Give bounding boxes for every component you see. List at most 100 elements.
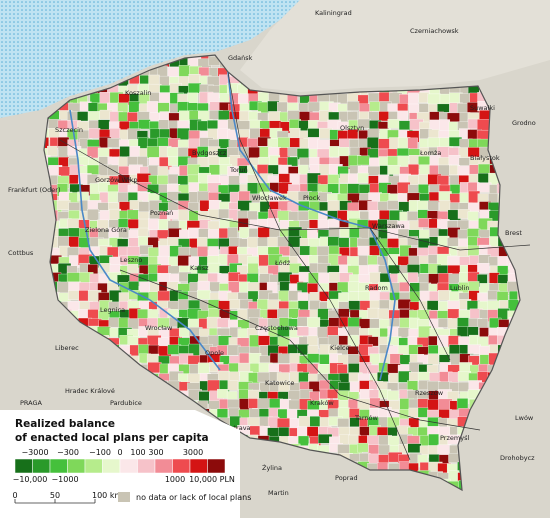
- municipality: [367, 166, 382, 176]
- municipality: [216, 317, 230, 328]
- municipality: [328, 271, 340, 283]
- municipality: [217, 389, 228, 399]
- municipality: [307, 317, 321, 329]
- place: Lwów: [515, 414, 534, 422]
- municipality: [338, 237, 350, 248]
- municipality: [207, 220, 220, 231]
- municipality: [126, 246, 142, 257]
- place: Pardubice: [110, 399, 142, 407]
- municipality: [289, 127, 301, 138]
- legend-label: −1000: [51, 475, 78, 484]
- place: Tarnów: [354, 414, 379, 422]
- place: Kielce: [330, 344, 349, 352]
- municipality: [427, 353, 439, 365]
- legend-swatch: [49, 458, 68, 474]
- legend-swatch: [189, 458, 208, 474]
- place: Zielona Góra: [85, 226, 127, 234]
- no-data-swatch: [118, 492, 130, 502]
- legend-label: 100: [130, 448, 145, 457]
- legend-swatch: [154, 458, 173, 474]
- municipality: [99, 92, 111, 104]
- municipality: [118, 111, 129, 122]
- municipality: [176, 127, 190, 140]
- rivers: [69, 71, 396, 381]
- place: Łomża: [419, 149, 441, 157]
- municipality: [296, 326, 309, 337]
- municipality: [356, 155, 370, 166]
- legend-label: −300: [57, 448, 79, 457]
- place: Ostrava: [225, 424, 251, 432]
- place: Hradec Králové: [65, 387, 115, 395]
- municipality: [448, 273, 460, 285]
- municipality: [378, 454, 389, 465]
- municipality: [67, 218, 81, 229]
- legend: Realized balance of enacted local plans …: [0, 410, 251, 518]
- place: Koszalin: [125, 89, 151, 97]
- municipality: [387, 238, 401, 249]
- municipality: [338, 146, 350, 157]
- municipality: [367, 307, 379, 319]
- place: Włocławek: [252, 194, 287, 202]
- place: Poprad: [335, 474, 358, 482]
- municipality: [367, 201, 379, 212]
- municipality: [138, 201, 150, 213]
- municipality: [317, 219, 331, 230]
- place: Wrocław: [145, 324, 173, 332]
- municipality: [407, 137, 418, 150]
- municipality: [387, 390, 399, 401]
- municipality: [207, 262, 221, 273]
- municipality: [327, 236, 340, 247]
- place: Katowice: [265, 379, 294, 387]
- place: Kraków: [310, 399, 334, 407]
- municipality: [407, 272, 419, 283]
- municipality: [388, 309, 401, 320]
- legend-swatch: [172, 458, 191, 474]
- municipality: [249, 334, 260, 348]
- no-data-label: no data or lack of local plans: [136, 493, 251, 502]
- municipality: [317, 139, 330, 150]
- legend-label: 1000: [165, 475, 185, 484]
- place: Czerniachowsk: [410, 27, 459, 35]
- place: Kaliningrad: [315, 9, 352, 17]
- municipality: [128, 101, 140, 113]
- municipality: [428, 291, 440, 302]
- place-labels: Kaliningrad Czerniachowsk Gdańsk Koszali…: [8, 9, 536, 497]
- legend-label: 3000: [183, 448, 203, 457]
- municipality: [467, 118, 479, 129]
- place: Gorzów Wlkp.: [95, 176, 140, 184]
- scale-label: 0: [12, 491, 17, 500]
- place: Szczecin: [55, 126, 83, 134]
- municipality: [188, 130, 201, 141]
- municipality: [357, 172, 369, 184]
- municipality: [437, 175, 449, 186]
- place: Żylina: [262, 463, 282, 472]
- municipality: [387, 119, 401, 129]
- municipality: [457, 317, 469, 328]
- municipality: [47, 145, 58, 157]
- municipality: [387, 164, 401, 175]
- municipality: [299, 245, 311, 256]
- municipality: [307, 128, 320, 139]
- place: Lublin: [450, 284, 469, 292]
- place: Suwałki: [470, 104, 495, 112]
- municipality: [88, 128, 101, 139]
- municipality: [419, 164, 431, 175]
- municipality: [387, 326, 400, 338]
- municipality: [347, 281, 360, 292]
- municipality: [407, 236, 419, 246]
- municipality: [207, 229, 221, 240]
- municipality: [448, 372, 459, 383]
- municipality: [148, 218, 159, 230]
- municipality: [237, 120, 251, 131]
- municipality: [357, 245, 371, 256]
- legend-title: of enacted local plans per capita: [15, 432, 209, 444]
- municipality: [366, 137, 379, 150]
- place: Rzeszów: [415, 389, 444, 397]
- municipality: [227, 399, 240, 409]
- place: Radom: [365, 284, 388, 292]
- municipality: [357, 442, 369, 453]
- municipality: [287, 156, 298, 167]
- municipality: [167, 66, 179, 77]
- municipality: [408, 407, 419, 418]
